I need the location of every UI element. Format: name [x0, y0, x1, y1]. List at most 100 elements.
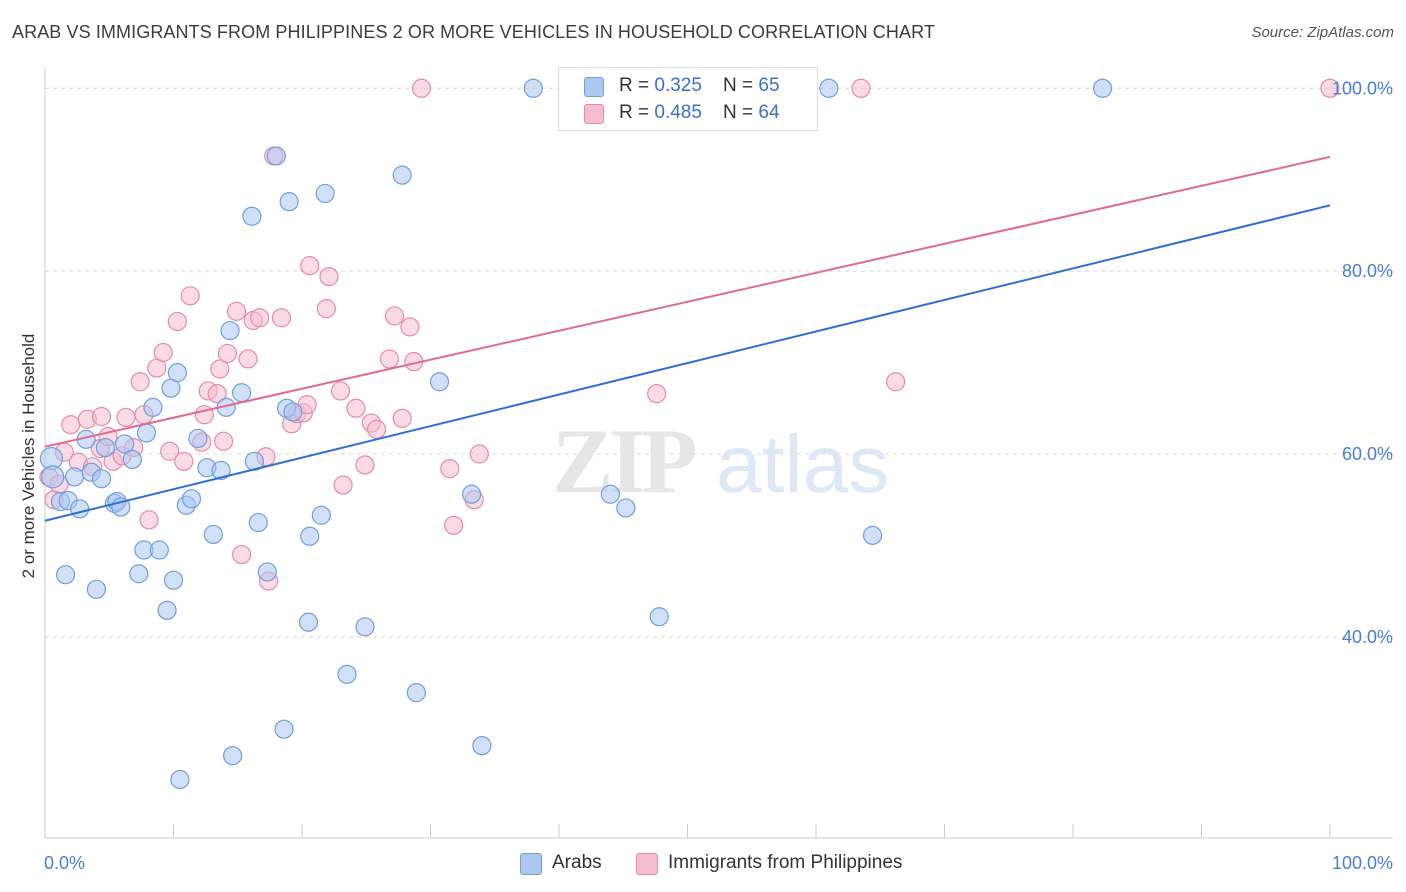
philippines-point: [180, 286, 200, 306]
trend-lines: [44, 155, 1331, 522]
arabs-point: [462, 484, 482, 504]
arabs-legend-label: Arabs: [552, 852, 602, 873]
arabs-point: [91, 469, 112, 489]
arabs-point: [298, 612, 319, 632]
arabs-point: [429, 372, 450, 392]
legend-phil-r-value: 0.485: [654, 102, 702, 123]
arabs-point: [211, 460, 231, 481]
philippines-point: [333, 475, 353, 495]
arabs-point: [406, 683, 426, 703]
arabs-point: [337, 664, 357, 684]
philippines-point: [392, 408, 412, 428]
philippines-point: [319, 267, 339, 287]
philippines-point: [217, 343, 238, 364]
legend-arabs-r-label: R =: [619, 75, 655, 96]
arabs-point: [266, 146, 286, 166]
arabs-point: [223, 746, 243, 766]
arabs-point: [115, 434, 135, 454]
arabs-point: [170, 769, 190, 790]
arabs-point: [248, 512, 268, 533]
philippines-point: [238, 349, 258, 369]
arabs-point: [600, 484, 621, 504]
source-label: Source: ZipAtlas.com: [1251, 24, 1394, 41]
philippines-point: [130, 372, 150, 392]
watermark-atlas: atlas: [716, 419, 889, 510]
legend-philippines-text: R = 0.485 N = 64: [619, 102, 780, 124]
philippines-point: [167, 311, 187, 332]
philippines-point: [174, 451, 194, 471]
philippines-point: [153, 342, 173, 363]
arabs-point: [86, 579, 107, 599]
x-tick-label: 100.0%: [1332, 853, 1393, 873]
philippines-point: [384, 306, 405, 326]
y-tick-label: 80.0%: [1342, 261, 1393, 281]
arabs-point: [523, 78, 543, 98]
legend-phil-n-label: N =: [723, 102, 759, 123]
y-tick-label: 100.0%: [1332, 78, 1393, 98]
philippines-point: [366, 419, 387, 439]
arabs-swatch: [584, 77, 604, 97]
philippines-point: [316, 299, 337, 319]
arabs-point: [257, 562, 277, 582]
philippines-point: [300, 256, 320, 276]
tick-labels: 40.0% 60.0% 80.0% 100.0% 0.0% 100.0%: [44, 78, 1393, 873]
philippines-point: [160, 441, 180, 461]
philippines-legend-swatch: [636, 853, 658, 875]
arabs-point: [122, 449, 142, 470]
arabs-point: [819, 78, 839, 98]
philippines-point: [330, 381, 351, 401]
arabs-point: [55, 565, 76, 585]
arabs-point: [220, 320, 240, 341]
arabs-point: [274, 719, 294, 739]
philippines-legend-label: Immigrants from Philippines: [668, 852, 903, 873]
arabs-point: [41, 465, 65, 489]
watermark-zip: ZIP: [552, 410, 695, 512]
arabs-point: [163, 570, 184, 590]
philippines-point: [440, 459, 460, 479]
arabs-point: [315, 183, 335, 204]
arabs-point: [472, 736, 492, 756]
philippines-point: [411, 78, 432, 98]
arabs-point: [64, 467, 85, 487]
arabs-point: [203, 524, 223, 545]
legend-arabs-text: R = 0.325 N = 65: [619, 75, 780, 97]
legend-arabs-n-value: 65: [758, 75, 780, 96]
arabs-point: [188, 428, 208, 449]
philippines-point: [207, 384, 227, 404]
y-tick-label: 40.0%: [1342, 627, 1393, 647]
legend-phil-r-label: R =: [619, 102, 655, 123]
philippines-point: [851, 78, 871, 98]
philippines-swatch: [584, 104, 604, 124]
arabs-point: [129, 564, 149, 584]
philippines-point: [647, 384, 667, 404]
arabs-point: [283, 402, 303, 422]
y-tick-label: 60.0%: [1342, 444, 1393, 464]
philippines-point: [886, 372, 906, 392]
philippines-point: [1320, 78, 1340, 98]
arabs-point: [136, 423, 157, 443]
arabs-point: [862, 525, 883, 545]
legend-arabs-n-label: N =: [723, 75, 759, 96]
philippines-point: [226, 301, 247, 321]
philippines-point: [232, 544, 252, 565]
philippines-point: [400, 317, 420, 337]
arabs-point: [1092, 78, 1113, 98]
philippines-point: [249, 308, 270, 328]
philippines-point: [346, 398, 366, 418]
series-legend: Arabs Immigrants from Philippines: [0, 852, 1406, 878]
arabs-point: [355, 617, 375, 637]
philippines-point: [214, 431, 234, 451]
philippines-trend-line: [44, 155, 1331, 448]
arabs-point: [70, 499, 90, 519]
series-arabs-points: [39, 78, 1113, 790]
watermark: ZIP atlas: [552, 410, 889, 512]
legend-arabs-r-value: 0.325: [654, 75, 702, 96]
philippines-point: [271, 308, 292, 328]
arabs-point: [616, 498, 636, 518]
arabs-point: [157, 600, 177, 620]
philippines-point: [444, 515, 464, 535]
arabs-trend-line: [44, 204, 1331, 522]
philippines-point: [210, 359, 230, 379]
arabs-point: [95, 438, 115, 458]
